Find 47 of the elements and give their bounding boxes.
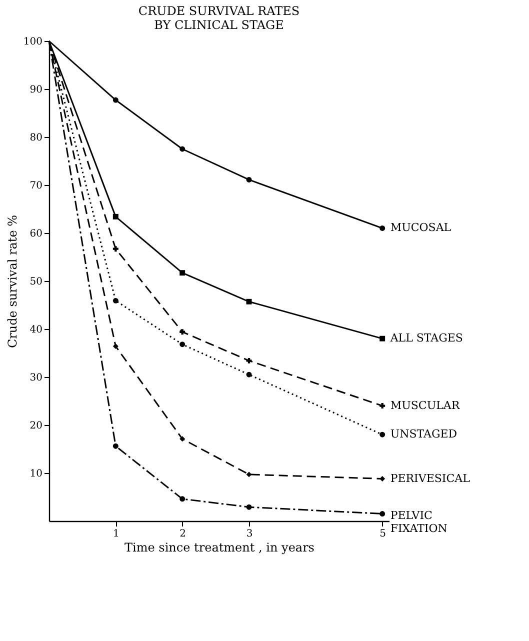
x-tick-label: 2 [180,528,186,540]
point [180,329,186,335]
point [112,246,118,252]
x-tick-label: 1 [112,528,120,540]
y-tick-label: 30 [30,372,42,384]
point [112,214,118,220]
point [380,476,386,482]
x-axis-title: Time since treatment , in years [124,540,314,554]
point [112,443,118,449]
point [380,225,386,231]
series-label: PERIVESICAL [390,472,471,485]
series-label: MUSCULAR [390,398,460,412]
point [180,146,186,152]
y-tick-label: 80 [30,132,42,144]
point [246,372,252,378]
point [246,298,252,304]
y-tick-label: 100 [23,36,42,48]
series-label: PELVIC FIXATION [390,508,448,535]
y-tick-label: 70 [30,180,42,192]
point [112,298,118,304]
y-tick-label: 60 [30,228,42,240]
x-tick-label: 3 [246,528,253,540]
y-tick-label: 50 [30,276,42,288]
point [246,358,252,364]
point [380,432,386,438]
point [380,403,386,409]
point [246,472,252,478]
point [112,97,118,103]
series-label: MUCOSAL [390,221,452,234]
series-label: ALL STAGES [389,332,463,345]
point [380,511,386,517]
point [246,176,252,182]
y-tick-label: 40 [30,324,42,336]
chart-title: CRUDE SURVIVAL RATES BY CLINICAL STAGE [138,4,300,32]
point [180,436,186,442]
point [180,270,186,276]
x-tick-label: 5 [380,528,386,540]
point [246,504,252,510]
series-label: UNSTAGED [390,428,458,441]
y-tick-label: 10 [30,468,42,480]
y-tick-label: 20 [30,420,42,432]
point [180,342,186,348]
y-axis-title: Crude survival rate % [5,214,20,348]
y-tick-label: 90 [30,84,42,96]
point [112,344,118,350]
point [380,336,386,342]
point [180,496,186,502]
